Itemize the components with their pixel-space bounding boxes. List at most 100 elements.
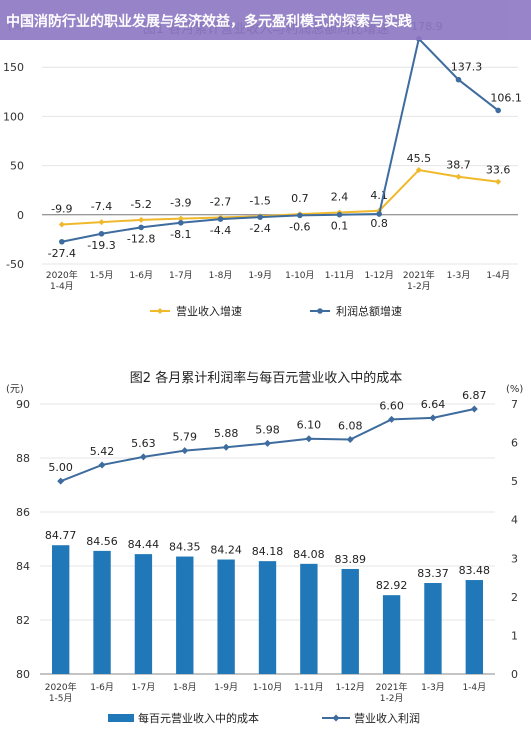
chart2-line-point	[305, 435, 313, 443]
chart2-line-label: 6.87	[462, 389, 487, 402]
chart2-bar	[217, 559, 235, 674]
chart2-legend-label-line: 营业收入利润	[354, 711, 420, 725]
chart2-legend-marker-line	[332, 714, 340, 722]
chart2-y-tick-label-right: 7	[511, 398, 518, 411]
chart2-bar	[258, 561, 277, 674]
chart1-data-label: -4.4	[210, 224, 231, 237]
chart1-data-label: 106.1	[490, 91, 522, 104]
chart1-data-label: 0.1	[331, 220, 349, 233]
chart2-line-label: 5.00	[48, 461, 73, 474]
chart2-x-tick-label: 2021年 1-2月	[376, 681, 408, 704]
chart1-point	[178, 219, 184, 226]
chart1-data-label: 33.6	[486, 164, 511, 177]
chart1-legend-marker	[317, 308, 323, 314]
chart2-line-point	[429, 414, 437, 422]
chart2-x-tick-label: 1-8月	[173, 682, 197, 693]
chart1-data-label: 0.7	[291, 192, 309, 205]
chart2-bar-label: 84.77	[45, 529, 77, 542]
chart1-point	[455, 173, 462, 180]
chart2-bar-label: 84.56	[86, 535, 118, 548]
chart2-y-tick-label-left: 90	[16, 398, 30, 411]
title-banner: 中国消防行业的职业发展与经济效益，多元盈利模式的探索与实践	[0, 0, 531, 40]
chart2-y-tick-label-left: 88	[16, 452, 30, 465]
chart2-bar	[382, 595, 401, 674]
chart1: 图1 各月累计营业收入与利润总额同比增速(%)-500501001502020年…	[3, 20, 522, 318]
chart2-line-point	[264, 439, 271, 447]
chart1-data-label: -12.8	[127, 232, 155, 245]
chart2-bar-label: 84.08	[293, 548, 325, 561]
chart1-x-tick-label: 1-8月	[209, 270, 233, 281]
chart1-point	[297, 212, 303, 219]
chart2-y-unit-right: (%)	[506, 384, 523, 395]
chart2-legend-swatch-bar	[108, 714, 134, 722]
chart2-x-tick-label: 1-7月	[132, 682, 156, 693]
chart1-legend-marker	[157, 308, 163, 314]
chart1-point	[376, 211, 382, 217]
chart1-x-tick-label: 1-12月	[364, 270, 393, 281]
chart2-line-point	[181, 447, 189, 455]
chart1-data-label: -1.5	[249, 194, 270, 207]
chart1-x-tick-label: 1-10月	[285, 270, 314, 281]
chart1-point	[495, 178, 502, 185]
chart2-line-label: 6.64	[421, 398, 446, 411]
chart2-y-tick-label-right: 3	[511, 552, 518, 565]
chart2-y-tick-label-left: 86	[16, 506, 30, 519]
chart1-data-label: -9.9	[51, 203, 72, 216]
chart1-point	[138, 216, 145, 223]
chart1-data-label: 0.8	[370, 217, 388, 230]
chart1-legend-label: 营业收入增速	[176, 304, 242, 318]
chart2-line-label: 5.88	[214, 427, 239, 440]
chart1-point	[98, 230, 105, 237]
chart2-bar-label: 83.37	[417, 567, 449, 580]
chart2-y-tick-label-right: 2	[511, 591, 518, 604]
chart2-y-tick-label-right: 0	[511, 668, 518, 681]
chart1-point	[177, 215, 184, 222]
chart2-bar	[341, 568, 359, 674]
chart1-series-line	[61, 36, 499, 243]
chart2-line-point	[98, 461, 106, 469]
chart2-bar-label: 83.48	[459, 564, 491, 577]
chart1-series-line	[61, 168, 499, 226]
chart1-data-label: 2.4	[331, 190, 349, 203]
chart2-bar	[465, 580, 484, 674]
chart2-bar-label: 83.89	[334, 553, 366, 566]
chart2-x-tick-label: 1-9月	[214, 682, 238, 693]
chart2-line-label: 6.08	[338, 419, 363, 432]
chart1-data-label: 45.5	[407, 152, 432, 165]
chart2-line-label: 5.79	[173, 431, 198, 444]
chart2-bar-label: 82.92	[376, 579, 408, 592]
chart2-line-label: 5.42	[90, 445, 115, 458]
chart2-line-point	[388, 415, 396, 423]
chart2-legend-label-bar: 每百元营业收入中的成本	[138, 711, 259, 725]
chart1-x-tick-label: 1-3月	[447, 270, 471, 281]
chart2-line-point	[470, 405, 478, 413]
chart2-y-unit-left: (元)	[6, 384, 24, 395]
chart1-data-label: -19.3	[87, 239, 115, 252]
chart2-x-tick-label: 1-3月	[421, 682, 445, 693]
chart2-bar-label: 84.24	[210, 544, 242, 557]
chart2: 图2 各月累计利润率与每百元营业收入中的成本 (元) (%) 80 82 84 86 88 90…	[6, 370, 523, 725]
chart1-data-label: -2.4	[249, 222, 270, 235]
chart1-point	[58, 221, 65, 228]
chart1-y-tick-label: 0	[17, 209, 24, 222]
chart1-point	[415, 167, 422, 174]
chart1-point	[98, 219, 105, 226]
chart2-x-tick-label: 1-12月	[336, 682, 365, 693]
chart2-line-point	[222, 443, 230, 451]
banner-title: 中国消防行业的职业发展与经济效益，多元盈利模式的探索与实践	[6, 14, 412, 30]
chart2-bar-label: 84.18	[252, 545, 284, 558]
chart2-title: 图2 各月累计利润率与每百元营业收入中的成本	[130, 370, 402, 386]
chart2-line-label: 5.63	[131, 437, 156, 450]
chart1-x-tick-label: 2020年 1-4月	[46, 269, 78, 292]
chart1-data-label: -0.6	[289, 220, 310, 233]
chart1-point	[257, 214, 263, 220]
chart1-data-label: -3.9	[170, 197, 191, 210]
chart1-x-tick-label: 2021年 1-2月	[403, 269, 435, 292]
chart2-x-tick-label: 1-4月	[462, 682, 486, 693]
chart1-point	[455, 76, 462, 83]
chart1-x-tick-label: 1-11月	[325, 270, 354, 281]
chart1-data-label: 137.3	[451, 61, 483, 74]
chart2-y-tick-label-right: 5	[511, 475, 518, 488]
chart1-x-tick-label: 1-4月	[486, 270, 510, 281]
chart1-point	[495, 107, 501, 114]
